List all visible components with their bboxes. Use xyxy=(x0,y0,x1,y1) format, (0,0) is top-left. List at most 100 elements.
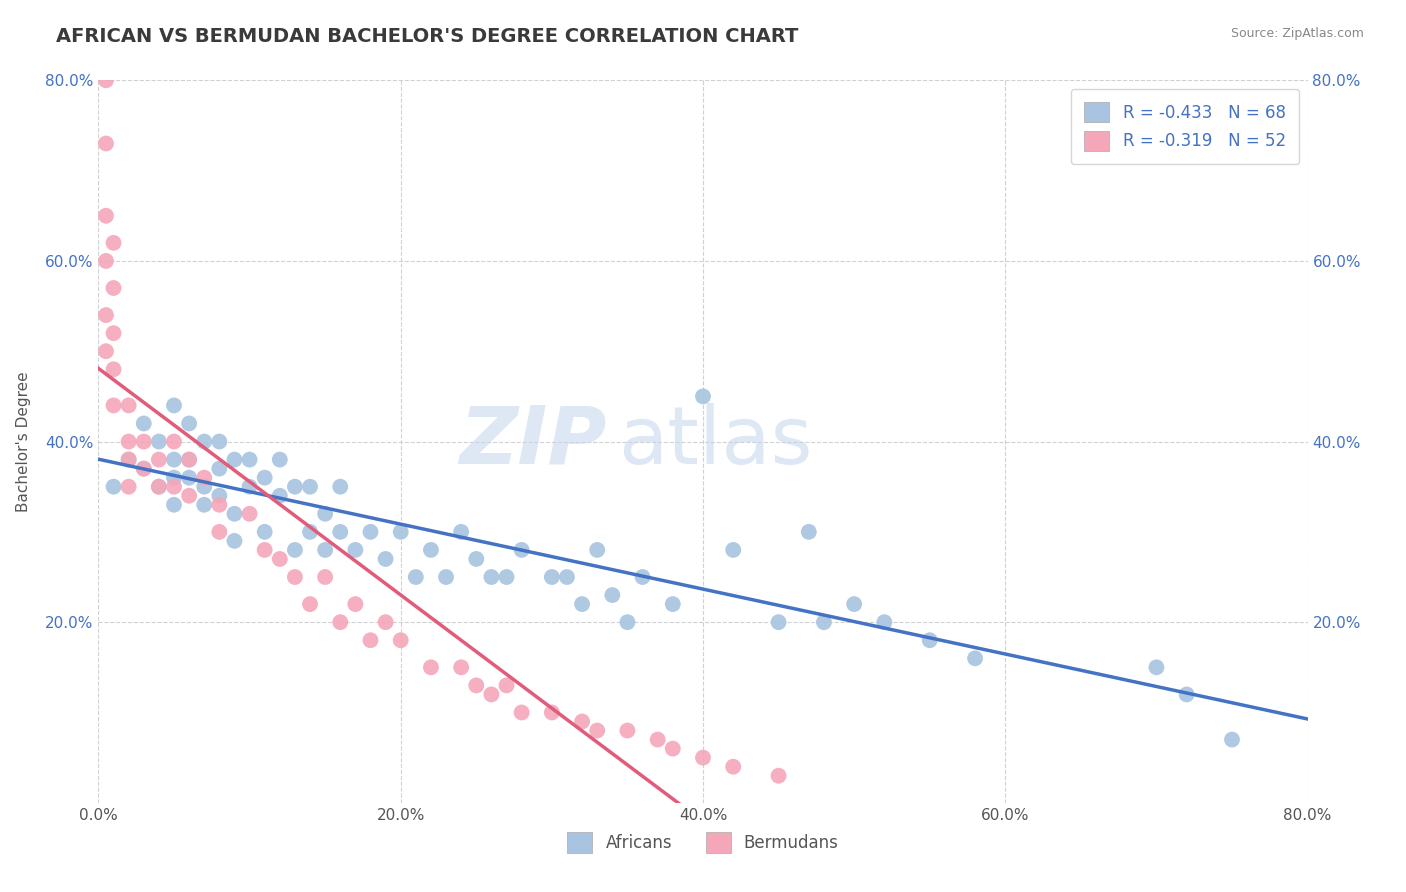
Point xyxy=(813,615,835,630)
Point xyxy=(253,542,276,557)
Point xyxy=(692,389,714,403)
Point xyxy=(314,570,336,584)
Point xyxy=(616,723,638,738)
Point xyxy=(118,480,141,494)
Point xyxy=(1175,687,1198,701)
Text: atlas: atlas xyxy=(619,402,813,481)
Point xyxy=(179,471,201,485)
Point xyxy=(103,326,125,340)
Point xyxy=(94,254,117,268)
Point xyxy=(692,750,714,764)
Point xyxy=(269,489,291,503)
Point xyxy=(344,597,367,611)
Point xyxy=(540,570,562,584)
Point xyxy=(253,471,276,485)
Point xyxy=(420,660,443,674)
Point xyxy=(239,507,262,521)
Point xyxy=(495,678,517,692)
Point xyxy=(163,434,186,449)
Point xyxy=(148,480,170,494)
Point xyxy=(723,760,745,774)
Point xyxy=(434,570,457,584)
Point xyxy=(132,434,155,449)
Y-axis label: Bachelor's Degree: Bachelor's Degree xyxy=(17,371,31,512)
Point xyxy=(163,480,186,494)
Point xyxy=(284,570,307,584)
Point xyxy=(389,633,412,648)
Point xyxy=(768,615,790,630)
Point xyxy=(768,769,790,783)
Point xyxy=(661,741,683,756)
Point xyxy=(94,344,117,359)
Point xyxy=(1144,660,1167,674)
Point xyxy=(132,461,155,475)
Point xyxy=(360,524,382,539)
Point xyxy=(208,489,231,503)
Point xyxy=(163,452,186,467)
Point xyxy=(360,633,382,648)
Point xyxy=(374,552,396,566)
Point xyxy=(208,461,231,475)
Point xyxy=(193,471,215,485)
Point xyxy=(965,651,987,665)
Point xyxy=(661,597,683,611)
Point xyxy=(540,706,562,720)
Point xyxy=(269,552,291,566)
Point xyxy=(208,524,231,539)
Point xyxy=(103,281,125,295)
Point xyxy=(208,434,231,449)
Point xyxy=(555,570,578,584)
Point xyxy=(118,452,141,467)
Point xyxy=(389,524,412,539)
Point xyxy=(132,417,155,431)
Point xyxy=(94,308,117,322)
Point xyxy=(602,588,624,602)
Point xyxy=(193,434,215,449)
Point xyxy=(299,480,322,494)
Point xyxy=(163,498,186,512)
Point xyxy=(631,570,654,584)
Point xyxy=(329,615,352,630)
Point xyxy=(420,542,443,557)
Point xyxy=(148,480,170,494)
Point xyxy=(103,480,125,494)
Point xyxy=(239,452,262,467)
Point xyxy=(148,434,170,449)
Point xyxy=(314,542,336,557)
Point xyxy=(208,498,231,512)
Text: Source: ZipAtlas.com: Source: ZipAtlas.com xyxy=(1230,27,1364,40)
Point xyxy=(465,552,488,566)
Point xyxy=(314,507,336,521)
Point xyxy=(797,524,820,539)
Point xyxy=(299,597,322,611)
Point xyxy=(179,452,201,467)
Point xyxy=(224,507,246,521)
Text: AFRICAN VS BERMUDAN BACHELOR'S DEGREE CORRELATION CHART: AFRICAN VS BERMUDAN BACHELOR'S DEGREE CO… xyxy=(56,27,799,45)
Point xyxy=(481,687,503,701)
Point xyxy=(571,714,593,729)
Point xyxy=(510,706,533,720)
Point xyxy=(103,398,125,412)
Point xyxy=(481,570,503,584)
Point xyxy=(450,524,472,539)
Point xyxy=(179,489,201,503)
Point xyxy=(723,542,745,557)
Point xyxy=(586,723,609,738)
Point xyxy=(179,452,201,467)
Point xyxy=(163,471,186,485)
Point xyxy=(94,136,117,151)
Point xyxy=(284,480,307,494)
Point xyxy=(193,480,215,494)
Point xyxy=(844,597,866,611)
Point xyxy=(329,524,352,539)
Point xyxy=(118,452,141,467)
Point xyxy=(118,434,141,449)
Point xyxy=(405,570,427,584)
Point xyxy=(284,542,307,557)
Point xyxy=(1220,732,1243,747)
Point xyxy=(873,615,896,630)
Point xyxy=(253,524,276,539)
Point xyxy=(918,633,941,648)
Point xyxy=(586,542,609,557)
Text: ZIP: ZIP xyxy=(458,402,606,481)
